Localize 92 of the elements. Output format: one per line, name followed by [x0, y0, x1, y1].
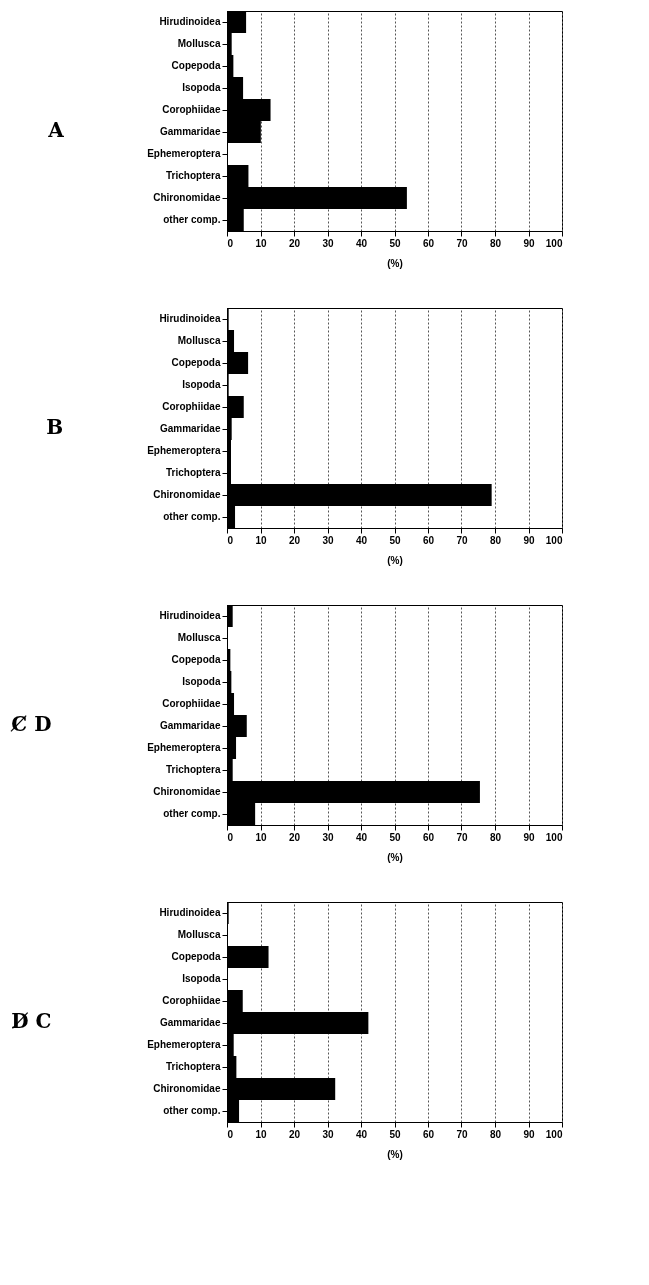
- x-tick-label: 50: [389, 534, 401, 546]
- x-axis-title: (%): [387, 554, 403, 566]
- text: D̸ C: [11, 1009, 52, 1033]
- y-tick-label: Hirudinoidea: [159, 16, 221, 27]
- x-tick-label: 0: [227, 534, 234, 546]
- y-tick-label: other comp.: [163, 1105, 221, 1116]
- x-tick-label: 10: [255, 831, 267, 843]
- y-tick-label: Copepoda: [171, 951, 221, 962]
- x-tick-label: 40: [355, 831, 368, 843]
- y-tick-label: Trichoptera: [166, 467, 221, 478]
- y-tick-label: Mollusca: [177, 38, 221, 49]
- x-tick-label: 30: [322, 831, 334, 843]
- y-tick-label: Chironomidae: [153, 192, 221, 203]
- x-tick-label: 40: [355, 534, 368, 546]
- x-axis-title: (%): [387, 1148, 403, 1160]
- x-tick-label: 70: [456, 534, 468, 546]
- y-tick-label: Isopoda: [182, 973, 221, 984]
- x-tick-label: 0: [227, 237, 234, 249]
- y-tick-label: Trichoptera: [166, 170, 221, 181]
- y-tick-label: Corophiidae: [162, 995, 221, 1006]
- x-tick-label: 100: [545, 1128, 563, 1140]
- y-tick-label: Hirudinoidea: [159, 313, 221, 324]
- y-tick-label: Gammaridae: [159, 423, 221, 434]
- x-tick-label: 30: [322, 534, 334, 546]
- x-tick-label: 90: [523, 831, 535, 843]
- x-tick-label: 50: [389, 1128, 401, 1140]
- y-tick-label: Corophiidae: [162, 104, 221, 115]
- y-tick-label: Ephemeroptera: [147, 148, 221, 159]
- x-tick-label: 80: [489, 831, 502, 843]
- text: A: [47, 118, 65, 142]
- y-tick-label: Copepoda: [171, 654, 221, 665]
- y-tick-label: Isopoda: [182, 379, 221, 390]
- y-tick-label: other comp.: [163, 808, 221, 819]
- y-tick-label: other comp.: [163, 511, 221, 522]
- x-tick-label: 80: [489, 1128, 502, 1140]
- y-tick-label: Isopoda: [182, 82, 221, 93]
- x-tick-label: 20: [288, 831, 301, 843]
- y-tick-label: Corophiidae: [162, 698, 221, 709]
- y-tick-label: other comp.: [163, 214, 221, 225]
- y-tick-label: Hirudinoidea: [159, 907, 221, 918]
- x-tick-label: 20: [288, 237, 301, 249]
- text: C̸ D: [10, 712, 52, 736]
- x-tick-label: 0: [227, 1128, 234, 1140]
- y-tick-label: Mollusca: [177, 632, 221, 643]
- y-tick-label: Mollusca: [177, 929, 221, 940]
- x-tick-label: 60: [422, 1128, 435, 1140]
- y-tick-label: Ephemeroptera: [147, 742, 221, 753]
- y-tick-label: Ephemeroptera: [147, 1039, 221, 1050]
- x-tick-label: 60: [422, 534, 435, 546]
- x-tick-label: 50: [389, 237, 401, 249]
- x-axis-title: (%): [387, 257, 403, 269]
- x-tick-label: 30: [322, 1128, 334, 1140]
- y-tick-label: Hirudinoidea: [159, 610, 221, 621]
- x-tick-label: 20: [288, 534, 301, 546]
- y-tick-label: Gammaridae: [159, 126, 221, 137]
- x-tick-label: 10: [255, 534, 267, 546]
- y-tick-label: Chironomidae: [153, 489, 221, 500]
- x-tick-label: 50: [389, 831, 401, 843]
- x-tick-label: 0: [227, 831, 234, 843]
- y-tick-label: Trichoptera: [166, 764, 221, 775]
- text: B: [46, 415, 64, 439]
- x-tick-label: 80: [489, 534, 502, 546]
- x-tick-label: 90: [523, 237, 535, 249]
- x-axis-title: (%): [387, 851, 403, 863]
- y-tick-label: Chironomidae: [153, 786, 221, 797]
- x-tick-label: 10: [255, 237, 267, 249]
- x-tick-label: 100: [545, 237, 563, 249]
- x-tick-label: 40: [355, 237, 368, 249]
- x-tick-label: 60: [422, 831, 435, 843]
- y-tick-label: Copepoda: [171, 357, 221, 368]
- x-tick-label: 70: [456, 1128, 468, 1140]
- x-tick-label: 100: [545, 831, 563, 843]
- y-tick-label: Gammaridae: [159, 1017, 221, 1028]
- y-tick-label: Corophiidae: [162, 401, 221, 412]
- x-tick-label: 80: [489, 237, 502, 249]
- y-tick-label: Trichoptera: [166, 1061, 221, 1072]
- x-tick-label: 90: [523, 1128, 535, 1140]
- y-tick-label: Isopoda: [182, 676, 221, 687]
- x-tick-label: 90: [523, 534, 535, 546]
- x-tick-label: 30: [322, 237, 334, 249]
- x-tick-label: 20: [288, 1128, 301, 1140]
- x-tick-label: 40: [355, 1128, 368, 1140]
- y-tick-label: Gammaridae: [159, 720, 221, 731]
- y-tick-label: Copepoda: [171, 60, 221, 71]
- x-tick-label: 70: [456, 237, 468, 249]
- y-tick-label: Ephemeroptera: [147, 445, 221, 456]
- x-tick-label: 100: [545, 534, 563, 546]
- y-tick-label: Chironomidae: [153, 1083, 221, 1094]
- y-tick-label: Mollusca: [177, 335, 221, 346]
- x-tick-label: 10: [255, 1128, 267, 1140]
- x-tick-label: 70: [456, 831, 468, 843]
- x-tick-label: 60: [422, 237, 435, 249]
